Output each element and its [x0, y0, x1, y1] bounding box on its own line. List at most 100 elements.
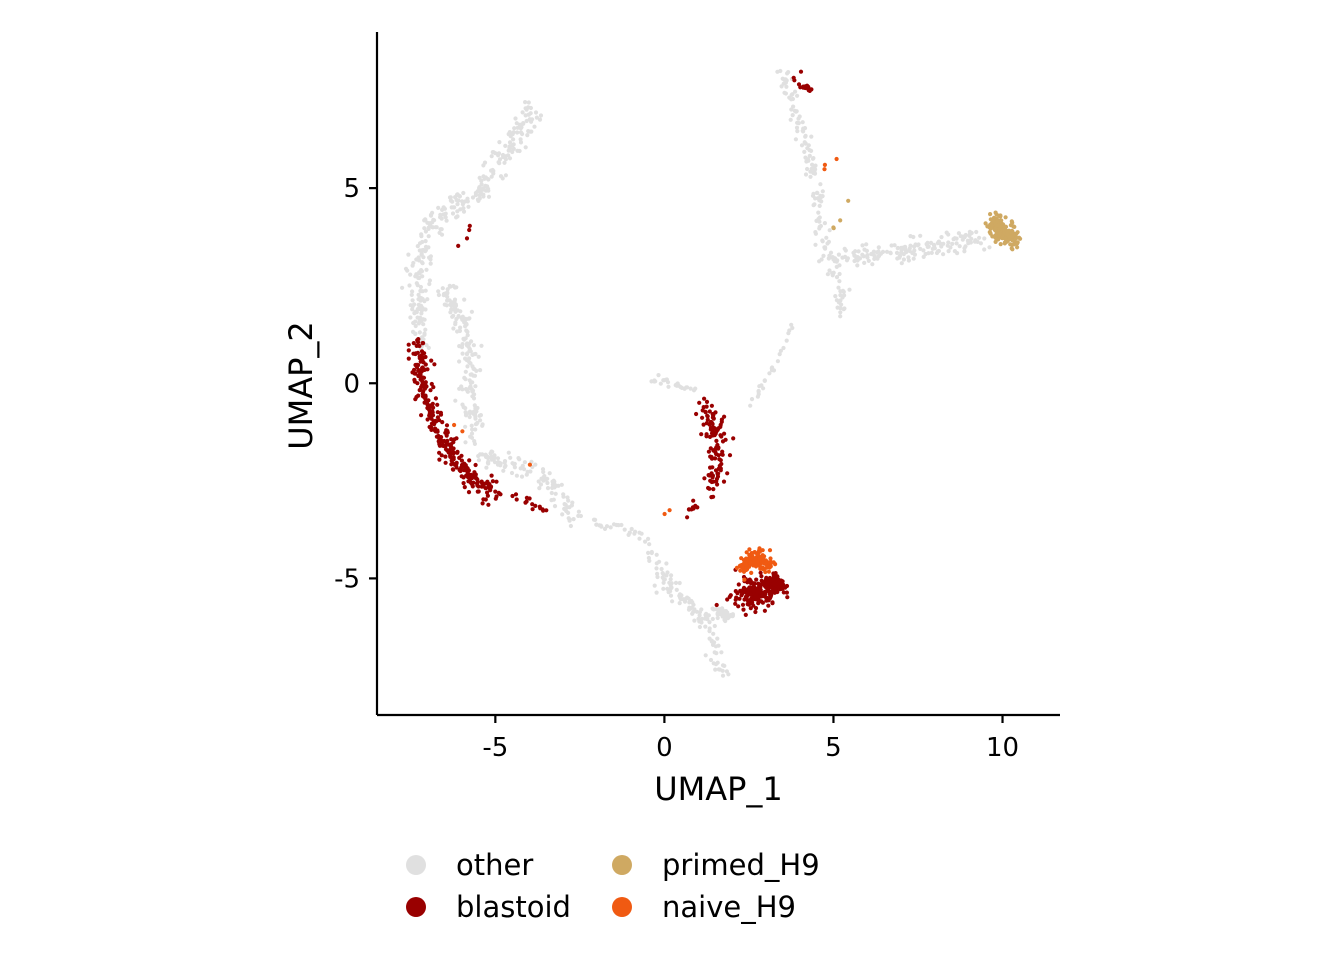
data-point [668, 593, 674, 598]
data-point [952, 249, 958, 254]
legend-swatch [406, 855, 426, 875]
data-point [755, 552, 760, 557]
data-point [834, 156, 839, 162]
data-point [998, 242, 1003, 247]
data-point [452, 297, 458, 302]
data-point [961, 234, 966, 239]
data-point [460, 429, 465, 434]
data-point [988, 231, 993, 236]
data-point [760, 548, 765, 553]
legend-label: blastoid [456, 890, 571, 924]
data-point [465, 196, 470, 201]
data-point [469, 435, 475, 440]
data-point [805, 166, 810, 172]
data-point [443, 443, 448, 448]
data-point [707, 620, 712, 625]
data-point [725, 597, 730, 602]
data-point [443, 215, 448, 220]
data-point [716, 607, 721, 612]
data-point [421, 322, 426, 327]
data-point [479, 182, 484, 187]
data-point [838, 306, 843, 311]
data-point [427, 278, 432, 283]
data-point [429, 427, 434, 432]
data-point [748, 561, 753, 566]
data-point [480, 452, 485, 457]
data-point [490, 449, 495, 454]
data-point [806, 158, 811, 163]
data-point [711, 425, 716, 430]
data-point [543, 477, 548, 482]
data-point [690, 600, 695, 605]
data-point [528, 111, 533, 116]
data-point [808, 169, 813, 174]
data-point [409, 292, 414, 297]
data-point [946, 232, 951, 237]
data-point [780, 586, 785, 591]
data-point [766, 598, 771, 603]
data-point [479, 343, 484, 348]
data-point [467, 476, 472, 481]
data-point [977, 235, 982, 240]
data-point [438, 410, 443, 415]
data-point [578, 513, 584, 519]
data-point [748, 592, 753, 597]
data-point [713, 456, 718, 461]
data-point [715, 427, 720, 432]
data-point [527, 117, 532, 122]
data-point [629, 526, 634, 532]
data-point [864, 248, 870, 253]
data-point [435, 402, 440, 407]
data-point [843, 248, 848, 253]
data-point [803, 155, 808, 160]
data-point [707, 422, 712, 427]
data-point [722, 414, 727, 419]
data-point [682, 599, 688, 604]
data-point [912, 248, 917, 253]
data-point [925, 240, 930, 245]
data-point [810, 162, 815, 167]
data-point [608, 525, 613, 530]
data-point [838, 218, 843, 223]
data-point [463, 377, 468, 382]
data-point [445, 298, 450, 303]
data-point [529, 129, 534, 134]
data-point [838, 310, 843, 315]
data-point [448, 195, 453, 200]
data-point [464, 328, 469, 333]
data-point [845, 256, 851, 261]
data-point [739, 593, 744, 598]
data-point [876, 249, 881, 254]
data-point [813, 242, 818, 247]
data-point [437, 230, 442, 235]
data-point [413, 331, 418, 336]
data-point [722, 614, 727, 619]
data-point [448, 302, 453, 307]
data-point [452, 462, 457, 467]
data-point [846, 198, 851, 203]
data-point [749, 397, 755, 402]
data-point [453, 322, 458, 327]
data-point [753, 609, 758, 615]
data-point [481, 194, 486, 199]
data-point [414, 281, 419, 286]
data-point [929, 250, 934, 255]
data-point [711, 661, 716, 666]
data-point [686, 507, 692, 512]
data-point [677, 593, 682, 598]
data-point [497, 157, 503, 162]
data-point [756, 597, 761, 603]
data-point [766, 569, 772, 574]
data-point [723, 618, 728, 624]
data-point [449, 307, 454, 312]
x-tick-label: 0 [656, 733, 673, 763]
data-point [784, 84, 789, 89]
data-point [465, 333, 470, 338]
data-point [852, 253, 857, 258]
data-point [485, 490, 490, 495]
data-point [768, 577, 773, 583]
data-point [459, 465, 464, 470]
data-point [421, 375, 427, 380]
data-point [424, 384, 429, 389]
data-point [470, 195, 476, 200]
